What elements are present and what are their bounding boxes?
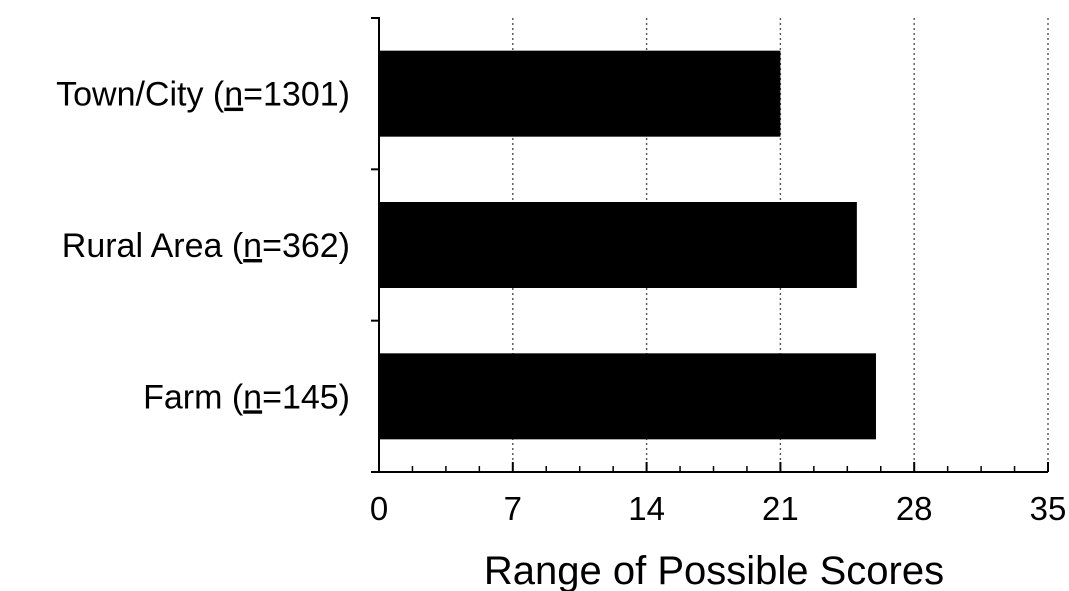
bars	[379, 50, 876, 440]
bar-2	[379, 353, 876, 440]
category-label-0: Town/City (n=1301)	[56, 76, 350, 114]
category-label-2: Farm (n=145)	[143, 378, 350, 416]
x-tick-label-14: 14	[628, 490, 665, 527]
axes	[371, 17, 1049, 473]
x-tick-label-28: 28	[896, 490, 933, 527]
x-axis-title: Range of Possible Scores	[484, 549, 944, 591]
bar-1	[379, 202, 857, 288]
x-tick-label-0: 0	[370, 490, 388, 527]
category-label-1: Rural Area (n=362)	[62, 227, 350, 265]
x-tick-label-21: 21	[762, 490, 799, 527]
bar-0	[379, 50, 781, 137]
x-tick-label-35: 35	[1030, 490, 1067, 527]
labels: 0 7 14 21 28 35 Town/City (n=1301) Rural Area (…	[56, 76, 1066, 527]
x-tick-label-7: 7	[504, 490, 522, 527]
